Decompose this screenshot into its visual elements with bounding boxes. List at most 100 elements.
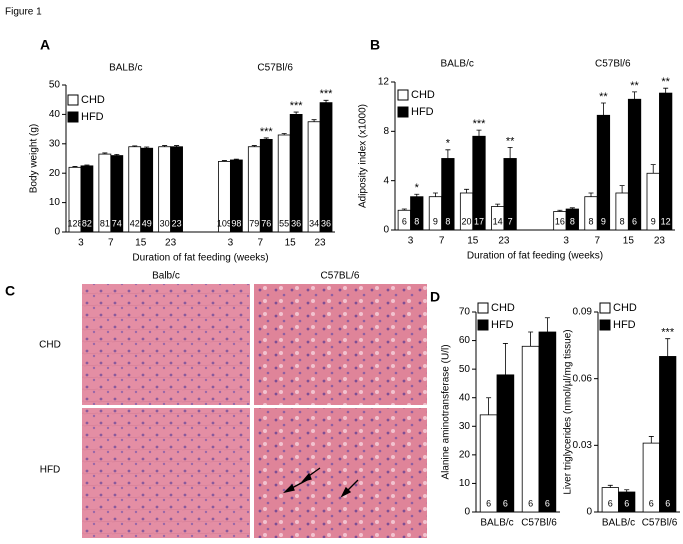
- x-tick-label: 3: [408, 236, 414, 247]
- legend-swatch: [599, 319, 611, 331]
- error-bar: [281, 133, 287, 135]
- legend-label: HFD: [613, 319, 636, 331]
- error-bar: [114, 153, 120, 156]
- n-label: 9: [601, 216, 606, 226]
- error-bar: [251, 145, 257, 147]
- x-tick-label: 15: [467, 236, 479, 247]
- x-tick-label: BALB/c: [480, 518, 513, 529]
- bar: [521, 345, 540, 513]
- y-tick-label: 0.06: [573, 373, 593, 384]
- n-label: 109: [217, 218, 232, 228]
- histology-image: [82, 284, 250, 405]
- error-bar: [624, 489, 630, 492]
- n-label: 76: [261, 218, 271, 228]
- n-label: 8: [414, 216, 419, 226]
- error-bar: [445, 149, 451, 159]
- x-tick-label: 3: [78, 238, 84, 249]
- error-bar: [72, 166, 78, 168]
- bar: [496, 374, 515, 513]
- significance: **: [506, 135, 515, 147]
- x-tick-label: 3: [228, 238, 234, 249]
- error-bar: [263, 137, 269, 140]
- legend-swatch: [397, 106, 409, 118]
- significance: ***: [473, 118, 487, 130]
- significance: **: [630, 80, 639, 92]
- legend-label: CHD: [613, 302, 637, 314]
- n-label: 6: [402, 216, 407, 226]
- significance: **: [661, 76, 670, 88]
- x-tick-label: 15: [623, 236, 635, 247]
- error-bar: [557, 209, 563, 212]
- error-bar: [464, 188, 470, 193]
- n-label: 79: [249, 218, 259, 228]
- y-tick-label: 0: [54, 227, 60, 238]
- significance: ***: [260, 126, 274, 138]
- y-tick-label: 0: [464, 507, 470, 518]
- n-label: 9: [651, 216, 656, 226]
- bar: [538, 331, 557, 513]
- error-bar: [174, 145, 180, 147]
- x-tick-label: 7: [257, 238, 263, 249]
- significance: ***: [290, 100, 304, 112]
- error-bar: [588, 192, 594, 197]
- y-tick-label: 10: [49, 197, 61, 208]
- x-tick-label: 23: [314, 238, 326, 249]
- error-bar: [632, 91, 638, 100]
- n-label: 6: [665, 498, 670, 508]
- row-label: HFD: [40, 465, 61, 476]
- legend-swatch: [477, 319, 489, 331]
- bar: [307, 121, 321, 233]
- legend-swatch: [599, 302, 611, 314]
- n-label: 17: [474, 216, 484, 226]
- y-tick-label: 70: [459, 307, 471, 318]
- bar: [319, 102, 333, 233]
- x-axis-label: Duration of fat feeding (weeks): [132, 253, 268, 264]
- x-tick-label: 7: [108, 238, 114, 249]
- error-bar: [665, 338, 671, 357]
- error-bar: [569, 207, 575, 210]
- error-bar: [507, 146, 513, 159]
- error-bar: [502, 343, 508, 375]
- error-bar: [84, 164, 90, 166]
- legend-swatch: [477, 302, 489, 314]
- x-tick-label: 23: [165, 238, 177, 249]
- bar: [659, 92, 673, 231]
- n-label: 8: [588, 216, 593, 226]
- x-tick-label: C57Bl/6: [521, 518, 557, 529]
- histology-image: [254, 284, 427, 405]
- error-bar: [311, 119, 317, 122]
- arrows: [282, 467, 359, 498]
- x-tick-label: 23: [498, 236, 510, 247]
- error-bar: [600, 102, 606, 116]
- bar: [596, 114, 611, 231]
- y-tick-label: 8: [383, 126, 389, 137]
- n-label: 14: [493, 216, 503, 226]
- n-label: 36: [291, 218, 301, 228]
- figure-title: Figure 1: [5, 7, 42, 18]
- n-label: 7: [508, 216, 513, 226]
- error-bar: [544, 317, 550, 332]
- panel-label: D: [430, 289, 440, 305]
- n-label: 16: [555, 216, 565, 226]
- group-label: BALB/c: [441, 59, 474, 70]
- bar: [659, 356, 677, 513]
- n-label: 81: [100, 218, 110, 228]
- error-bar: [162, 145, 168, 147]
- legend-swatch: [67, 111, 79, 123]
- n-label: 42: [130, 218, 140, 228]
- n-label: 9: [433, 216, 438, 226]
- n-label: 6: [486, 498, 491, 508]
- x-tick-label: 7: [439, 236, 445, 247]
- n-label: 49: [142, 218, 152, 228]
- n-label: 128: [67, 218, 82, 228]
- y-axis-label: Adiposity index (x1000): [358, 104, 369, 208]
- y-tick-label: 0: [586, 507, 592, 518]
- x-tick-label: 15: [135, 238, 147, 249]
- n-label: 34: [309, 218, 319, 228]
- x-tick-label: C57Bl/6: [642, 518, 678, 529]
- histology-image: [254, 408, 427, 538]
- y-tick-label: 40: [459, 392, 471, 403]
- y-tick-label: 12: [378, 77, 390, 88]
- n-label: 6: [649, 498, 654, 508]
- error-bar: [607, 484, 613, 488]
